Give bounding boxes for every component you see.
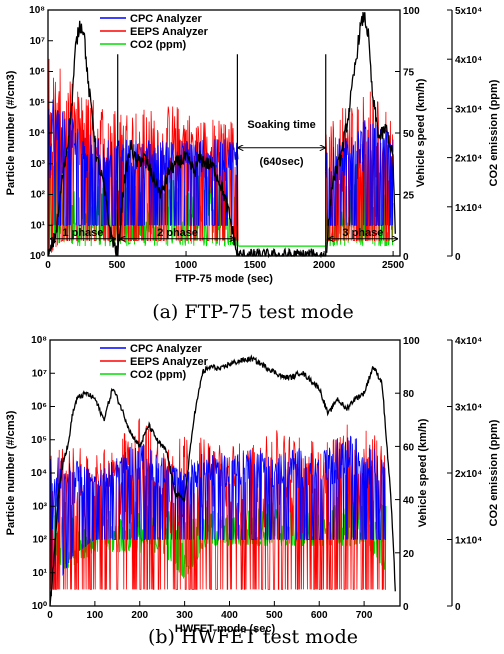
y-left-tick-label: 10¹: [33, 568, 48, 579]
chart-hwfet-axes: 0 100 200 300 400 500 600 70010⁰10¹10²10³10⁴10⁵…: [5, 335, 500, 635]
y-left-tick-label: 10⁵: [31, 435, 47, 446]
legend-label: EEPS Analyzer: [130, 356, 209, 368]
series-vehicle-speed-line: [49, 354, 396, 607]
chart-ftp75-axes: 0 500 1000 1500 2000 250010⁰10¹10²10³10⁴10⁵10…: [5, 5, 500, 285]
chart-ftp75-data: [47, 11, 396, 259]
y-speed-tick-label: 100: [403, 6, 420, 17]
y-co2-tick-label: 1x10⁴: [455, 203, 482, 214]
y-left-tick-label: 10⁶: [31, 402, 47, 413]
x-tick-label: 600: [311, 610, 328, 621]
x-tick-label: 100: [87, 610, 104, 621]
y-speed-tick-label: 0: [403, 252, 409, 263]
x-tick-label: 500: [266, 610, 283, 621]
x-tick-label: 0: [45, 260, 51, 271]
y-left-tick-label: 10³: [33, 501, 48, 512]
x-axis-label: HWFET mode (sec): [175, 623, 276, 635]
y-speed-tick-label: 0: [403, 602, 409, 613]
chart-hwfet-data: [49, 354, 396, 607]
y-co2-axis-label: CO2 emission (ppm): [488, 419, 500, 526]
y-left-axis-label: Particle number (#/cm3): [5, 70, 17, 195]
y-left-tick-label: 10⁴: [31, 468, 47, 479]
y-left-tick-label: 10²: [33, 535, 48, 546]
y-left-tick-label: 10⁰: [30, 251, 45, 262]
x-tick-label: 0: [47, 610, 53, 621]
y-speed-tick-label: 60: [403, 442, 415, 453]
y-co2-tick-label: 5x10⁴: [455, 6, 482, 17]
phase-label: 1 phase: [62, 227, 103, 239]
y-speed-tick-label: 20: [403, 549, 415, 560]
soaking-duration: (640sec): [260, 156, 304, 168]
y-speed-tick-label: 80: [403, 389, 415, 400]
y-co2-tick-label: 1x10⁴: [455, 536, 482, 547]
y-speed-tick-label: 40: [403, 496, 415, 507]
x-tick-label: 1000: [175, 260, 198, 271]
y-left-axis-label: Particle number (#/cm3): [5, 410, 17, 535]
y-co2-tick-label: 3x10⁴: [455, 104, 482, 115]
chart-hwfet: 0 100 200 300 400 500 600 70010⁰10¹10²10³10⁴10⁵…: [5, 335, 500, 648]
y-co2-tick-label: 0: [455, 252, 461, 263]
x-tick-label: 700: [356, 610, 373, 621]
y-left-tick-label: 10⁸: [29, 5, 45, 16]
y-left-tick-label: 10⁶: [29, 67, 45, 78]
series-cpc-analyzer-line: [47, 99, 394, 226]
x-tick-label: 400: [221, 610, 238, 621]
y-left-tick-label: 10⁴: [29, 128, 45, 139]
y-left-tick-label: 10³: [31, 159, 46, 170]
y-co2-tick-label: 0: [455, 602, 461, 613]
chart-hwfet-caption: (b) HWFET test mode: [148, 626, 358, 648]
y-left-tick-label: 10⁸: [31, 335, 47, 346]
x-tick-label: 2000: [313, 260, 336, 271]
y-co2-tick-label: 2x10⁴: [455, 469, 482, 480]
x-axis-label: FTP-75 mode (sec): [175, 273, 273, 285]
y-left-tick-label: 10⁵: [29, 97, 45, 108]
x-tick-label: 300: [176, 610, 193, 621]
legend-label: CPC Analyzer: [130, 343, 202, 355]
soaking-label: Soaking time: [247, 119, 315, 131]
y-co2-tick-label: 2x10⁴: [455, 154, 482, 165]
legend-label: CPC Analyzer: [130, 13, 202, 25]
y-speed-tick-label: 25: [403, 191, 415, 202]
legend-label: CO2 (ppm): [130, 39, 187, 51]
y-left-tick-label: 10⁷: [32, 368, 47, 379]
y-co2-tick-label: 4x10⁴: [455, 55, 482, 66]
y-left-tick-label: 10²: [31, 190, 46, 201]
y-speed-axis-label: Vehicle speed (km/h): [415, 78, 427, 187]
y-left-tick-label: 10⁷: [30, 36, 45, 47]
x-tick-label: 500: [109, 260, 126, 271]
x-tick-label: 200: [131, 610, 148, 621]
phase-label: 2 phase: [157, 227, 198, 239]
legend-label: EEPS Analyzer: [130, 26, 209, 38]
legend-label: CO2 (ppm): [130, 369, 187, 381]
phase-label: 3 phase: [342, 227, 383, 239]
y-co2-tick-label: 4x10⁴: [455, 336, 482, 347]
chart-ftp75-caption: (a) FTP-75 test mode: [152, 301, 354, 323]
series-vehicle-speed-line: [47, 11, 396, 259]
y-speed-tick-label: 50: [403, 129, 415, 140]
chart-ftp75: 0 500 1000 1500 2000 250010⁰10¹10²10³10⁴10⁵10…: [5, 5, 500, 323]
y-co2-axis-label: CO2 emission (ppm): [488, 79, 500, 186]
series-cpc-analyzer-line: [49, 435, 386, 597]
y-co2-tick-label: 3x10⁴: [455, 403, 482, 414]
x-tick-label: 1500: [244, 260, 267, 271]
y-speed-tick-label: 75: [403, 68, 415, 79]
chart-ftp75-annotations: Soaking time (640sec) 1 phase 2 phase 3 phas…: [50, 54, 398, 256]
y-speed-tick-label: 100: [403, 336, 420, 347]
x-tick-label: 2500: [382, 260, 405, 271]
y-left-tick-label: 10¹: [31, 220, 46, 231]
y-left-tick-label: 10⁰: [32, 601, 47, 612]
y-speed-axis-label: Vehicle speed (km/h): [417, 418, 429, 527]
